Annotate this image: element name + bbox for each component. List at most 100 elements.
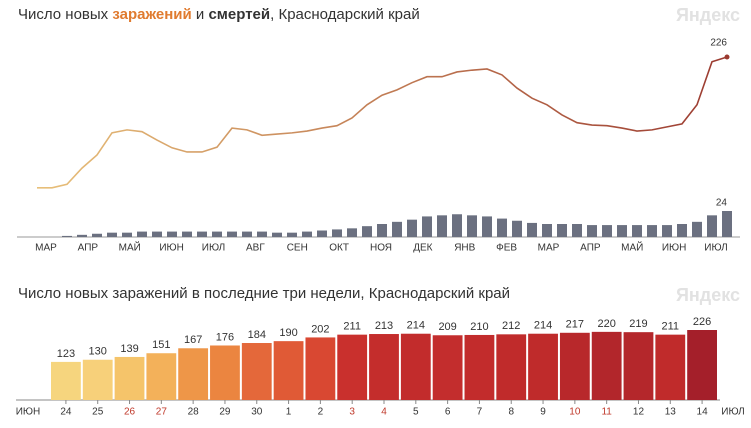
x-tick-label: ДЕК	[413, 243, 432, 254]
bar	[392, 221, 402, 237]
bar	[528, 333, 558, 400]
data-label: 130	[89, 346, 107, 358]
x-tick-label: 9	[540, 407, 546, 418]
bar	[62, 235, 72, 237]
bar	[273, 341, 304, 400]
bar	[146, 353, 177, 400]
x-tick-label: 1	[286, 407, 292, 418]
x-tick-label: 3	[349, 407, 355, 418]
x-tick-label: ЯНВ	[454, 243, 475, 254]
month-label: ИЮН	[16, 407, 41, 418]
bar	[242, 231, 252, 237]
data-label: 176	[216, 331, 234, 343]
title-part: и	[192, 6, 209, 23]
bar	[437, 215, 447, 237]
data-label: 184	[248, 329, 266, 341]
bar	[287, 232, 297, 237]
line	[37, 56, 728, 189]
bar	[407, 219, 417, 237]
bar	[467, 215, 477, 237]
bar	[137, 231, 147, 237]
bar	[377, 224, 387, 237]
month-label: ИЮЛ	[721, 407, 744, 418]
end-point	[724, 54, 730, 60]
bar	[152, 231, 162, 237]
x-tick-label: ИЮН	[662, 243, 687, 254]
x-tick-label: ИЮЛ	[704, 243, 727, 254]
x-tick-label: МАЙ	[621, 241, 643, 254]
bar	[542, 224, 552, 237]
bar	[122, 232, 132, 237]
x-tick-label: 26	[124, 407, 136, 418]
bar	[107, 232, 117, 237]
bar	[677, 224, 687, 237]
bar	[602, 225, 612, 237]
bar	[587, 225, 597, 237]
data-label: 24	[716, 198, 728, 209]
bar	[482, 216, 492, 237]
bar	[632, 225, 642, 237]
bar	[432, 335, 463, 400]
bar	[272, 232, 282, 237]
data-label: 226	[693, 316, 711, 328]
data-label: 202	[311, 323, 329, 335]
bar	[400, 333, 431, 400]
bar	[647, 225, 657, 237]
x-tick-label: 28	[188, 407, 200, 418]
data-label: 212	[502, 320, 520, 332]
bar	[82, 359, 113, 400]
bar	[167, 231, 177, 237]
x-tick-label: 4	[381, 407, 387, 418]
data-label: 123	[57, 348, 75, 360]
x-tick-label: 25	[92, 407, 104, 418]
x-tick-label: АПР	[78, 243, 99, 254]
x-tick-label: 27	[156, 407, 168, 418]
bar	[210, 345, 240, 400]
bar	[77, 234, 87, 237]
x-tick-label: 6	[445, 407, 451, 418]
bar	[452, 214, 462, 237]
bar	[241, 343, 272, 400]
bar	[347, 228, 357, 237]
bar	[51, 361, 81, 400]
x-tick-label: СЕН	[287, 243, 308, 254]
bar	[422, 216, 432, 237]
bar	[559, 332, 590, 400]
chart-title: Число новых заражений в последние три не…	[18, 285, 510, 302]
data-label: 167	[184, 334, 202, 346]
x-tick-label: 14	[697, 407, 709, 418]
bar	[178, 348, 209, 400]
data-label: 219	[629, 318, 647, 330]
data-label: 220	[597, 318, 615, 330]
data-label: 226	[710, 38, 727, 49]
data-label: 214	[407, 320, 425, 332]
data-label: 209	[438, 321, 456, 333]
x-tick-label: 13	[665, 407, 677, 418]
bar	[92, 233, 102, 237]
x-tick-label: ФЕВ	[496, 243, 517, 254]
bar	[572, 224, 582, 237]
x-tick-label: 12	[633, 407, 645, 418]
x-tick-label: 24	[60, 407, 72, 418]
bar	[182, 231, 192, 237]
data-label: 211	[343, 321, 361, 333]
bar	[332, 229, 342, 237]
x-tick-label: ОКТ	[329, 243, 349, 254]
bar	[591, 331, 622, 400]
x-tick-label: 11	[601, 407, 612, 418]
bar	[369, 334, 399, 400]
x-tick-label: ИЮЛ	[202, 243, 225, 254]
bar	[337, 334, 368, 400]
data-label: 211	[662, 321, 680, 333]
bar	[317, 230, 327, 237]
x-tick-label: 10	[569, 407, 581, 418]
x-tick-label: НОЯ	[370, 243, 392, 254]
title-part: , Краснодарский край	[270, 6, 420, 23]
x-tick-label: 29	[219, 407, 231, 418]
watermark: Яндекс	[676, 5, 740, 25]
bar	[227, 231, 237, 237]
data-label: 190	[279, 327, 297, 339]
bar	[617, 225, 627, 237]
bar	[722, 211, 732, 237]
